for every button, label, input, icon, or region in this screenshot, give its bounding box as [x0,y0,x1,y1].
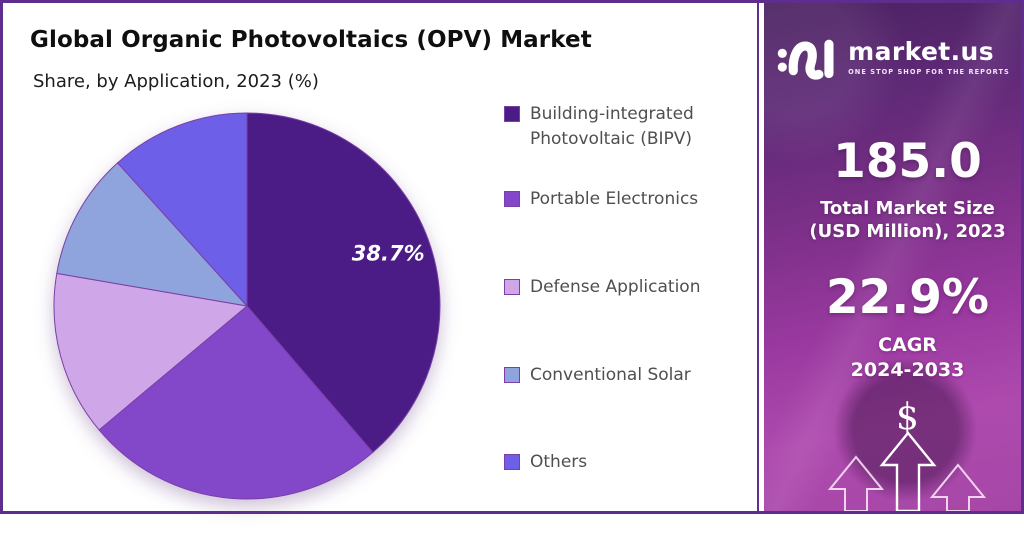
panel-divider [757,3,759,511]
page-title: Global Organic Photovoltaics (OPV) Marke… [30,27,592,53]
brand-logo: market.us ONE STOP SHOP FOR THE REPORTS [764,27,1021,87]
market-us-logo-icon [777,39,834,80]
pie-slice-defense-application [53,272,248,431]
cagr-value: 22.9% [825,270,990,325]
legend-item-defense-application: Defense Application [504,275,739,300]
market-size-label: Total Market Size (USD Million), 2023 [794,197,1021,244]
market-size-label-line2: (USD Million), 2023 [809,221,1006,243]
chart-card: Global Organic Photovoltaics (OPV) Marke… [3,3,757,511]
chart-subtitle: Share, by Application, 2023 (%) [33,71,319,92]
legend-label: Building-integrated Photovoltaic (BIPV) [530,104,694,149]
legend-swatch-icon [504,454,520,471]
market-size-value: 185.0 [833,134,982,189]
legend-label: Portable Electronics [530,189,699,210]
pie-slice-others [117,112,248,307]
brand-text: market.us ONE STOP SHOP FOR THE REPORTS [848,38,1010,77]
cagr-label: CAGR 2024-2033 [794,333,1021,382]
legend-item-building-integrated-photovoltaic-bipv: Building-integrated Photovoltaic (BIPV) [504,102,739,151]
chart-legend: Building-integrated Photovoltaic (BIPV) P… [504,102,739,538]
legend-label: Defense Application [530,276,701,297]
pie-slice-conventional-solar [56,162,248,307]
pie-chart: 38.7% [53,112,441,500]
legend-swatch-icon [504,278,520,295]
promo-sidebar: market.us ONE STOP SHOP FOR THE REPORTS … [764,3,1021,511]
market-size-label-line1: Total Market Size [820,198,995,219]
growth-arrows-icon [827,431,987,511]
brand-name: market.us [848,36,995,66]
legend-label: Conventional Solar [530,364,691,385]
cagr-label-line2: 2024-2033 [850,358,965,381]
legend-item-portable-electronics: Portable Electronics [504,187,739,212]
cagr-label-line1: CAGR [878,334,937,356]
legend-swatch-icon [504,366,520,383]
dollar-icon: $ [896,397,919,438]
brand-tagline: ONE STOP SHOP FOR THE REPORTS [848,68,1010,77]
legend-swatch-icon [504,191,520,208]
pie-data-label: 38.7% [352,242,425,266]
legend-swatch-icon [504,106,520,122]
pie-slice-portable-electronics [98,305,374,500]
legend-item-others: Others [504,450,739,475]
legend-item-conventional-solar: Conventional Solar [504,363,739,388]
legend-label: Others [530,452,588,473]
pie-slice-building-integrated-photovoltaic-bipv [246,112,441,453]
